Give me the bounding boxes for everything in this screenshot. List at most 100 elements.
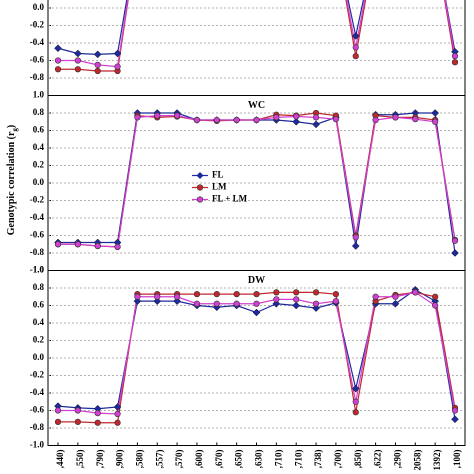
legend-label: FL + LM	[212, 194, 248, 204]
x-tick-label: ,790)	[95, 450, 105, 469]
y-tick-label: 0.0	[33, 177, 45, 187]
data-point	[352, 234, 359, 241]
data-point	[412, 289, 419, 296]
data-point	[332, 116, 340, 123]
data-point	[74, 418, 81, 425]
data-point	[114, 419, 121, 426]
data-point	[213, 291, 220, 298]
data-point	[114, 243, 121, 250]
y-tick-label: -1.0	[30, 440, 45, 450]
data-point	[392, 293, 399, 300]
data-point	[94, 419, 101, 426]
y-axis-label: Genotypic correlation (rg)	[6, 125, 18, 236]
data-point	[432, 302, 439, 309]
data-point	[94, 242, 101, 250]
data-point	[451, 407, 459, 414]
x-tick-label: ,900)	[115, 450, 125, 469]
data-point	[134, 114, 141, 121]
x-tick-label: ,738)	[313, 450, 323, 469]
data-point	[312, 304, 320, 312]
data-point	[174, 293, 181, 300]
x-tick-label: ,850)	[353, 450, 363, 469]
data-point	[293, 296, 300, 303]
x-tick-label: ,440)	[55, 450, 65, 469]
data-point	[154, 112, 161, 119]
data-point	[252, 308, 261, 317]
y-tick-label: 0.4	[33, 317, 45, 327]
x-tick-label: ,670)	[214, 450, 224, 469]
data-point	[114, 63, 121, 70]
data-point	[352, 409, 359, 416]
y-tick-label: -0.2	[30, 20, 45, 30]
data-point	[272, 299, 281, 308]
x-tick-label: ,630)	[254, 450, 264, 469]
data-point	[432, 293, 439, 300]
y-tick-label: 0.0	[33, 352, 45, 362]
data-point	[391, 299, 400, 308]
data-point	[451, 237, 459, 244]
y-tick-label: -0.2	[30, 195, 45, 205]
data-point	[451, 249, 459, 257]
data-point	[74, 57, 81, 64]
data-point	[372, 293, 379, 300]
data-point	[312, 289, 320, 296]
data-point	[351, 384, 360, 393]
legend-marker	[196, 184, 204, 191]
data-point	[54, 241, 62, 248]
data-point	[293, 289, 300, 296]
data-point	[292, 117, 301, 126]
y-tick-label: -0.8	[30, 247, 45, 257]
y-tick-label: -0.6	[30, 230, 45, 240]
x-tick-label: 2058)	[412, 450, 422, 471]
data-point	[74, 407, 81, 414]
y-tick-label: -0.6	[30, 405, 45, 415]
data-point	[332, 298, 340, 305]
y-tick-label: 0.6	[33, 300, 45, 310]
data-point	[54, 407, 62, 414]
series-line	[58, 0, 456, 68]
data-point	[74, 241, 81, 248]
data-point	[54, 57, 62, 64]
data-point	[431, 109, 440, 117]
data-point	[113, 403, 122, 411]
x-tick-label: ,600)	[194, 450, 204, 469]
y-tick-label: 0.8	[33, 282, 45, 292]
data-point	[74, 66, 81, 73]
data-point	[451, 59, 459, 66]
y-tick-label: -0.8	[30, 422, 45, 432]
legend-marker	[196, 172, 204, 179]
legend-marker	[196, 196, 204, 203]
y-tick-label: 0.2	[33, 335, 45, 345]
data-point	[352, 398, 359, 405]
x-tick-label: 1392)	[432, 450, 442, 471]
data-point	[432, 118, 439, 125]
legend-label: FL	[212, 170, 224, 180]
data-point	[273, 289, 280, 296]
x-tick-label: ,570)	[174, 450, 184, 469]
data-point	[154, 293, 161, 300]
data-point	[233, 300, 240, 307]
x-tick-label: ,557)	[154, 450, 164, 469]
data-point	[133, 297, 142, 305]
y-tick-label: -0.6	[30, 55, 45, 65]
panel-title: DW	[248, 275, 265, 286]
series-line	[58, 112, 456, 248]
data-point	[54, 44, 62, 53]
data-point	[372, 116, 379, 124]
y-tick-label: -0.2	[30, 370, 45, 380]
data-point	[312, 300, 320, 307]
data-point	[73, 49, 82, 58]
x-tick-label: ,622)	[373, 450, 383, 469]
data-point	[273, 114, 280, 121]
series-line	[57, 0, 456, 55]
data-point	[273, 296, 280, 303]
data-point	[213, 300, 220, 307]
y-tick-label: 1.0	[33, 265, 45, 275]
y-tick-label: -0.4	[30, 387, 45, 397]
data-point	[93, 50, 102, 59]
data-point	[134, 293, 141, 300]
data-point	[233, 291, 240, 298]
data-point	[173, 297, 181, 305]
y-tick-label: -0.8	[30, 72, 45, 82]
x-tick-label: ,710)	[273, 450, 283, 469]
